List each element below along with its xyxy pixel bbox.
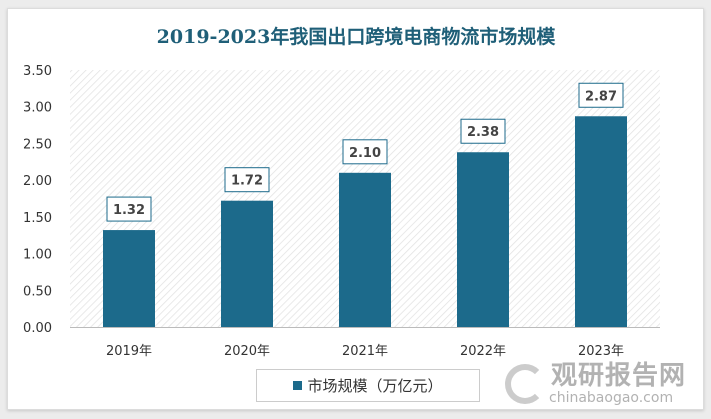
bar (457, 152, 509, 327)
data-label: 1.32 (113, 203, 145, 218)
watermark-en: chinabaogao.com (549, 390, 674, 406)
bar (575, 116, 627, 327)
legend-swatch (293, 381, 303, 390)
legend-label: 市场规模（万亿元） (307, 377, 443, 395)
y-tick-label: 3.00 (23, 101, 52, 116)
watermark-cn: 观研报告网 (551, 361, 687, 391)
y-tick-label: 3.50 (23, 64, 52, 79)
watermark: 观研报告网 chinabaogao.com (505, 362, 686, 406)
bar (339, 172, 391, 327)
y-tick-label: 1.00 (23, 248, 52, 263)
chart-title: 2019-2023年我国出口跨境电商物流市场规模 (157, 25, 557, 48)
data-label: 2.87 (585, 89, 617, 104)
x-tick-label: 2019年 (106, 344, 152, 359)
bar (103, 230, 155, 327)
data-label-box (342, 139, 388, 165)
y-tick-label: 2.50 (23, 137, 52, 152)
y-tick-label: 2.00 (23, 174, 52, 189)
data-label: 1.72 (231, 174, 263, 189)
data-label-box (460, 118, 506, 144)
data-label: 2.10 (349, 146, 381, 161)
y-tick-label: 0.00 (23, 321, 52, 336)
y-tick-label: 0.50 (23, 284, 52, 299)
bar (221, 200, 273, 327)
x-tick-label: 2023年 (578, 344, 624, 359)
legend: 市场规模（万亿元） (256, 369, 480, 402)
x-tick-label: 2021年 (342, 344, 388, 359)
watermark-logo-icon (505, 364, 545, 404)
y-tick-label: 1.50 (23, 211, 52, 226)
x-tick-label: 2020年 (224, 344, 270, 359)
data-label-box (106, 196, 152, 222)
data-label-box (224, 167, 270, 193)
x-tick-label: 2022年 (460, 344, 506, 359)
data-label: 2.38 (467, 125, 499, 140)
data-label-box (578, 82, 624, 108)
